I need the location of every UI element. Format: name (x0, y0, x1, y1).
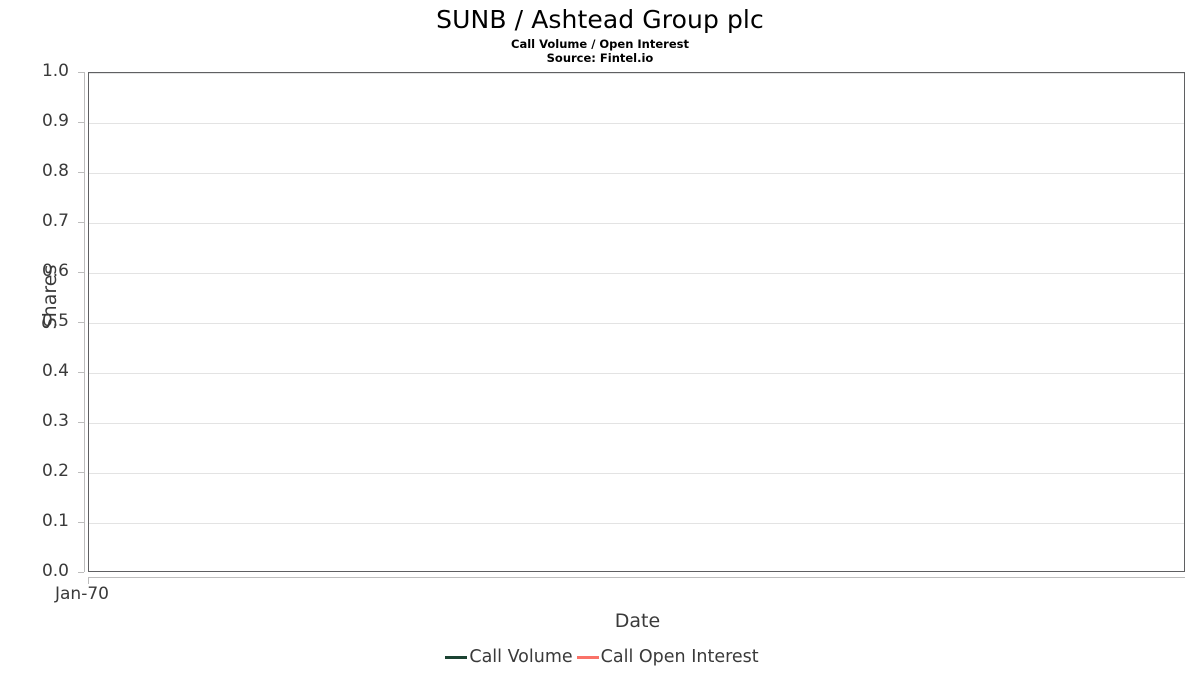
y-axis-tick (78, 322, 84, 324)
x-axis-tick-label: Jan-70 (55, 584, 109, 604)
y-axis-tick-label: 0.9 (41, 111, 69, 131)
gridline-y (89, 423, 1184, 424)
legend-line-swatch-call-open-interest (576, 655, 599, 659)
title-block: SUNB / Ashtead Group plc Call Volume / O… (0, 0, 1200, 65)
page-title: SUNB / Ashtead Group plc (436, 5, 764, 34)
legend-label-call-volume: Call Volume (469, 647, 573, 667)
gridline-y (89, 123, 1184, 124)
x-axis-tick (88, 578, 90, 584)
y-axis-tick-label: 0.5 (41, 311, 69, 331)
y-axis-tick (78, 122, 84, 124)
y-axis-tick (78, 372, 84, 374)
chart-subtitle: Call Volume / Open Interest (511, 37, 689, 51)
gridline-y (89, 323, 1184, 324)
gridline-y (89, 273, 1184, 274)
gridline-y (89, 223, 1184, 224)
gridline-y (89, 173, 1184, 174)
y-axis-tick-label: 0.6 (41, 261, 69, 281)
y-axis-tick-label: 1.0 (41, 61, 69, 81)
y-axis-tick (78, 272, 84, 274)
y-axis-tick-label: 0.7 (41, 211, 69, 231)
y-axis-tick-label: 0.2 (41, 461, 69, 481)
gridline-y (89, 523, 1184, 524)
x-axis-spine (88, 577, 1185, 579)
chart-legend: Call Volume Call Open Interest (0, 647, 1200, 667)
y-axis-tick (78, 472, 84, 474)
legend-line-swatch-call-volume (445, 655, 468, 659)
y-axis-tick-label: 0.1 (41, 511, 69, 531)
legend-item-call-open-interest[interactable]: Call Open Interest (573, 647, 759, 667)
gridline-y (89, 73, 1184, 74)
gridline-y (89, 473, 1184, 474)
y-axis-tick-label: 0.3 (41, 411, 69, 431)
y-axis-tick (78, 172, 84, 174)
y-axis-title: Shares (39, 264, 61, 330)
y-axis-tick-label: 0.0 (41, 561, 69, 581)
y-axis-tick (78, 422, 84, 424)
legend-label-call-open-interest: Call Open Interest (600, 647, 759, 667)
y-axis-tick-label: 0.8 (41, 161, 69, 181)
y-axis-tick (78, 522, 84, 524)
y-axis-tick-label: 0.4 (41, 361, 69, 381)
y-axis-spine (84, 72, 86, 572)
legend-item-call-volume[interactable]: Call Volume (441, 647, 573, 667)
x-axis-title: Date (614, 610, 661, 632)
y-axis-tick (78, 222, 84, 224)
plot-area (88, 72, 1185, 572)
y-axis-tick (78, 572, 84, 574)
chart-source-label: Source: Fintel.io (546, 51, 654, 65)
gridline-y (89, 373, 1184, 374)
y-axis-tick (78, 72, 84, 74)
